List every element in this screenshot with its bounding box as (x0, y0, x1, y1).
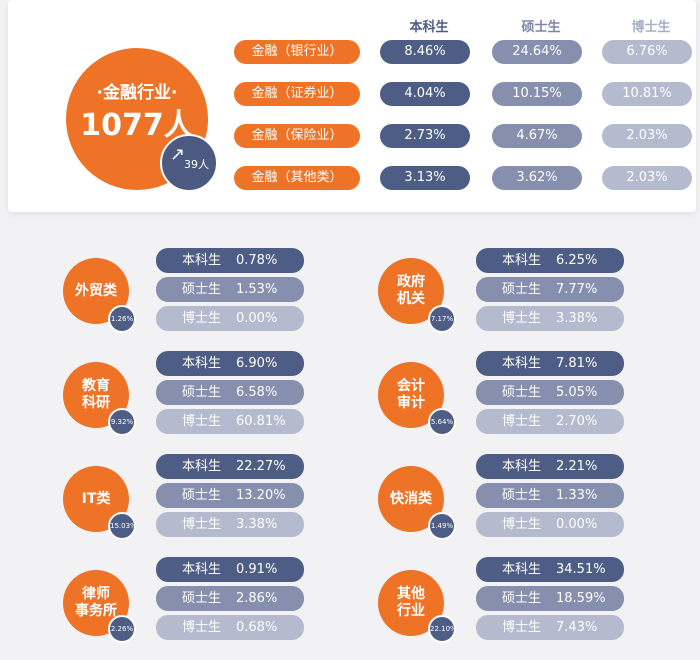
category-row-undergrad: 本科生 22.27% (156, 454, 304, 479)
category-value: 7.77% (556, 282, 598, 297)
category-name: 事务所 (75, 603, 117, 619)
category-value: 0.68% (236, 620, 278, 635)
finance-value-master: 10.15% (492, 82, 582, 106)
category-name: 审计 (397, 395, 425, 411)
category-value: 6.25% (556, 253, 598, 268)
category-value: 3.38% (556, 311, 598, 326)
category-value: 60.81% (236, 414, 286, 429)
category-name: 行业 (397, 603, 425, 619)
category-name: 外贸类 (75, 282, 117, 299)
category-value: 3.38% (236, 517, 278, 532)
header-phd: 博士生 (631, 20, 671, 35)
category-row-phd: 博士生 0.68% (156, 615, 304, 640)
arrow-up-icon: ↗ (170, 144, 186, 165)
category-row-master: 硕士生 1.33% (476, 483, 624, 508)
finance-card: 本科生 硕士生 博士生 ·金融行业· 1077人 ↗ 39人 金融（银行业） 8… (8, 0, 696, 212)
category-circle: 会计 审计 (378, 362, 444, 428)
category-value: 2.86% (236, 591, 278, 606)
header-undergrad: 本科生 (409, 20, 449, 35)
category-value: 0.91% (236, 562, 278, 577)
category-share-badge: 1.26% (108, 305, 136, 333)
finance-title: ·金融行业· (96, 83, 178, 103)
category-row-master: 硕士生 5.05% (476, 380, 624, 405)
finance-value-undergrad: 3.13% (380, 166, 470, 190)
category-row-undergrad: 本科生 7.81% (476, 351, 624, 376)
category-row-master: 硕士生 18.59% (476, 586, 624, 611)
category-name: 政府 (397, 274, 425, 290)
category-name: 机关 (397, 291, 425, 307)
category-value: 5.05% (556, 385, 598, 400)
category-value: 1.53% (236, 282, 278, 297)
category-name: 教育 (82, 378, 110, 394)
finance-value-phd: 6.76% (602, 40, 692, 64)
category-row-undergrad: 本科生 0.78% (156, 248, 304, 273)
category-row-undergrad: 本科生 34.51% (476, 557, 624, 582)
category-value: 34.51% (556, 562, 606, 577)
category-value: 0.78% (236, 253, 278, 268)
category-row-undergrad: 本科生 0.91% (156, 557, 304, 582)
category-share-badge: 15.03% (108, 512, 137, 540)
finance-value-phd: 2.03% (602, 124, 692, 148)
finance-total-circle: ·金融行业· 1077人 (66, 48, 208, 190)
category-value: 6.90% (236, 356, 278, 371)
finance-value-phd: 10.81% (602, 82, 692, 106)
category-name: IT类 (81, 490, 111, 507)
category-name: 快消类 (390, 490, 432, 507)
category-circle: 政府 机关 (378, 258, 444, 324)
finance-value-master: 4.67% (492, 124, 582, 148)
finance-row-label: 金融（银行业） (234, 40, 360, 64)
category-row-master: 硕士生 7.77% (476, 277, 624, 302)
category-value: 22.27% (236, 459, 286, 474)
category-share-badge: 22.10% (428, 615, 457, 643)
category-row-phd: 博士生 2.70% (476, 409, 624, 434)
category-value: 13.20% (236, 488, 286, 503)
finance-row-label: 金融（证券业） (234, 82, 360, 106)
category-value: 2.70% (556, 414, 598, 429)
category-share-badge: 7.17% (428, 305, 456, 333)
category-share-badge: 2.26% (108, 615, 136, 643)
category-circle: 其他 行业 (378, 570, 444, 636)
category-row-undergrad: 本科生 2.21% (476, 454, 624, 479)
category-name: 科研 (82, 395, 110, 411)
category-value: 0.00% (556, 517, 598, 532)
finance-value-master: 24.64% (492, 40, 582, 64)
category-name: 律师 (82, 586, 110, 602)
finance-value-undergrad: 8.46% (380, 40, 470, 64)
finance-value-phd: 2.03% (602, 166, 692, 190)
finance-value-undergrad: 4.04% (380, 82, 470, 106)
category-row-phd: 博士生 60.81% (156, 409, 304, 434)
finance-value-master: 3.62% (492, 166, 582, 190)
finance-growth-value: 39人 (184, 158, 209, 171)
category-value: 6.58% (236, 385, 278, 400)
category-row-phd: 博士生 0.00% (476, 512, 624, 537)
category-row-master: 硕士生 1.53% (156, 277, 304, 302)
category-share-badge: 5.64% (428, 408, 456, 436)
category-row-undergrad: 本科生 6.90% (156, 351, 304, 376)
category-row-master: 硕士生 2.86% (156, 586, 304, 611)
category-row-phd: 博士生 0.00% (156, 306, 304, 331)
category-share-badge: 9.32% (108, 408, 136, 436)
category-value: 1.33% (556, 488, 598, 503)
category-share-badge: 1.49% (428, 512, 456, 540)
category-value: 7.81% (556, 356, 598, 371)
header-master: 硕士生 (521, 20, 561, 35)
finance-row-label: 金融（保险业） (234, 124, 360, 148)
category-row-phd: 博士生 3.38% (156, 512, 304, 537)
finance-value-undergrad: 2.73% (380, 124, 470, 148)
category-value: 2.21% (556, 459, 598, 474)
category-row-master: 硕士生 13.20% (156, 483, 304, 508)
category-value: 18.59% (556, 591, 606, 606)
category-row-phd: 博士生 7.43% (476, 615, 624, 640)
category-value: 7.43% (556, 620, 598, 635)
category-circle: IT类 (63, 466, 129, 532)
category-row-phd: 博士生 3.38% (476, 306, 624, 331)
finance-growth-badge: ↗ 39人 (160, 134, 218, 192)
category-name: 会计 (397, 378, 425, 394)
category-name: 其他 (397, 586, 425, 602)
category-row-master: 硕士生 6.58% (156, 380, 304, 405)
category-value: 0.00% (236, 311, 278, 326)
finance-row-label: 金融（其他类） (234, 166, 360, 190)
category-row-undergrad: 本科生 6.25% (476, 248, 624, 273)
